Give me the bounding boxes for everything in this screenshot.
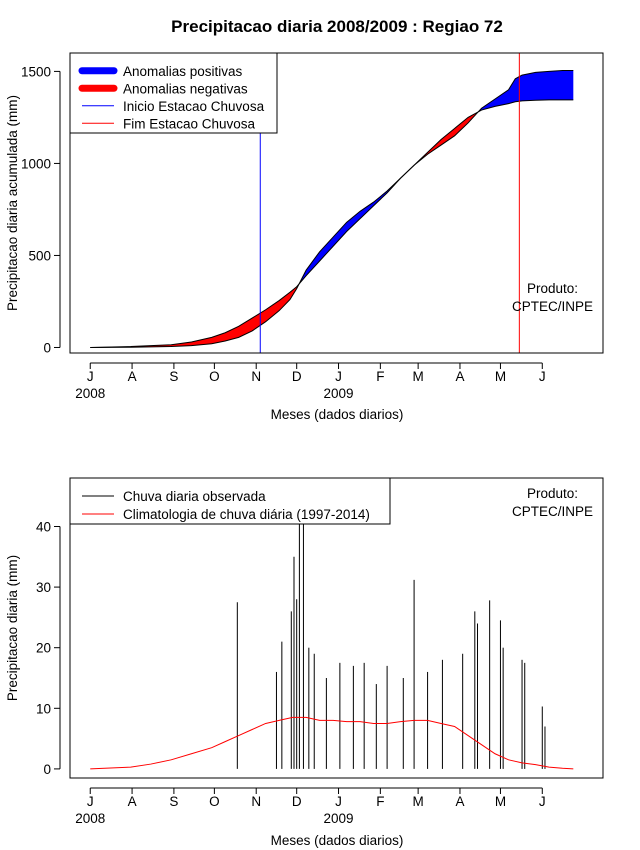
y-tick-label-4: 40 [36, 519, 51, 534]
negative-anomaly-area-1 [91, 285, 299, 348]
y-tick-label-2: 20 [36, 641, 51, 656]
bottom-x-axis-label: Meses (dados diarios) [271, 833, 404, 848]
top-chart: J A S O N D J F M A M J 2008 2009 0 500 1000 1500 Meses … [5, 52, 604, 422]
x-tick-label-1: A [128, 794, 137, 809]
x-tick-label-11: J [539, 369, 546, 384]
bottom-legend: Chuva diaria observada Climatologia de ch… [69, 477, 391, 525]
top-legend: Anomalias positivas Anomalias negativas In… [69, 52, 278, 134]
y-tick-label-3: 30 [36, 580, 51, 595]
x-tick-label-8: M [413, 794, 424, 809]
legend-box [69, 477, 391, 525]
x-tick-label-8: M [413, 369, 424, 384]
top-annotation-line-1: Produto: [527, 281, 578, 296]
x-tick-label-4: N [251, 794, 261, 809]
legend-label-2: Inicio Estacao Chuvosa [123, 99, 265, 114]
x-tick-label-9: A [455, 794, 464, 809]
x-tick-label-10: M [495, 369, 506, 384]
climatology-daily-line [90, 716, 574, 770]
y-tick-label-2: 1000 [21, 156, 51, 171]
y-tick-label-1: 10 [36, 701, 51, 716]
x-tick-label-0: J [87, 369, 94, 384]
x-tick-label-9: A [455, 369, 464, 384]
bottom-annotation-line-1: Produto: [527, 486, 578, 501]
x-tick-label-6: J [335, 369, 342, 384]
legend-label-0: Anomalias positivas [123, 64, 243, 79]
x-tick-label-4: N [251, 369, 261, 384]
legend-box [69, 52, 278, 134]
x-tick-label-2: S [169, 369, 178, 384]
observed-accumulated-line [90, 69, 574, 348]
year-label-1: 2009 [324, 386, 354, 401]
x-tick-label-3: O [209, 369, 220, 384]
top-chart-title: Precipitacao diaria 2008/2009 : Regiao 7… [171, 17, 503, 36]
x-tick-label-6: J [335, 794, 342, 809]
x-tick-label-2: S [169, 794, 178, 809]
year-label-0: 2008 [75, 811, 105, 826]
y-tick-label-3: 1500 [21, 64, 51, 79]
legend-label-1: Anomalias negativas [123, 81, 248, 96]
bottom-chart: J A S O N D J F M A M J 2008 2009 0 10 20 30 40 Meses (da… [5, 477, 604, 848]
positive-anomaly-area-4 [478, 70, 574, 112]
year-label-0: 2008 [75, 386, 105, 401]
y-tick-label-0: 0 [43, 340, 51, 355]
x-tick-label-1: A [128, 369, 137, 384]
negative-anomaly-area-3 [415, 112, 478, 165]
year-label-1: 2009 [324, 811, 354, 826]
top-annotation-line-2: CPTEC/INPE [512, 299, 593, 314]
legend-label-3: Fim Estacao Chuvosa [123, 116, 256, 131]
top-x-axis-label: Meses (dados diarios) [271, 407, 404, 422]
y-tick-label-0: 0 [43, 762, 51, 777]
top-plot-frame [69, 52, 604, 354]
x-tick-label-11: J [539, 794, 546, 809]
x-tick-label-5: D [292, 369, 302, 384]
x-tick-label-7: F [376, 794, 384, 809]
x-tick-label-5: D [292, 794, 302, 809]
x-tick-label-10: M [495, 794, 506, 809]
x-tick-label-3: O [209, 794, 220, 809]
top-y-axis-label: Precipitacao diaria acumulada (mm) [5, 95, 20, 311]
y-tick-label-1: 500 [28, 248, 51, 263]
bottom-y-axis-label: Precipitacao diaria (mm) [5, 555, 20, 701]
climatology-accumulated-line [90, 99, 574, 348]
bottom-annotation-line-2: CPTEC/INPE [512, 504, 593, 519]
x-tick-label-7: F [376, 369, 384, 384]
x-tick-label-0: J [87, 794, 94, 809]
legend-label-0: Chuva diaria observada [123, 489, 266, 504]
positive-anomaly-area-2 [299, 165, 415, 284]
legend-label-1: Climatologia de chuva diária (1997-2014) [123, 507, 370, 522]
